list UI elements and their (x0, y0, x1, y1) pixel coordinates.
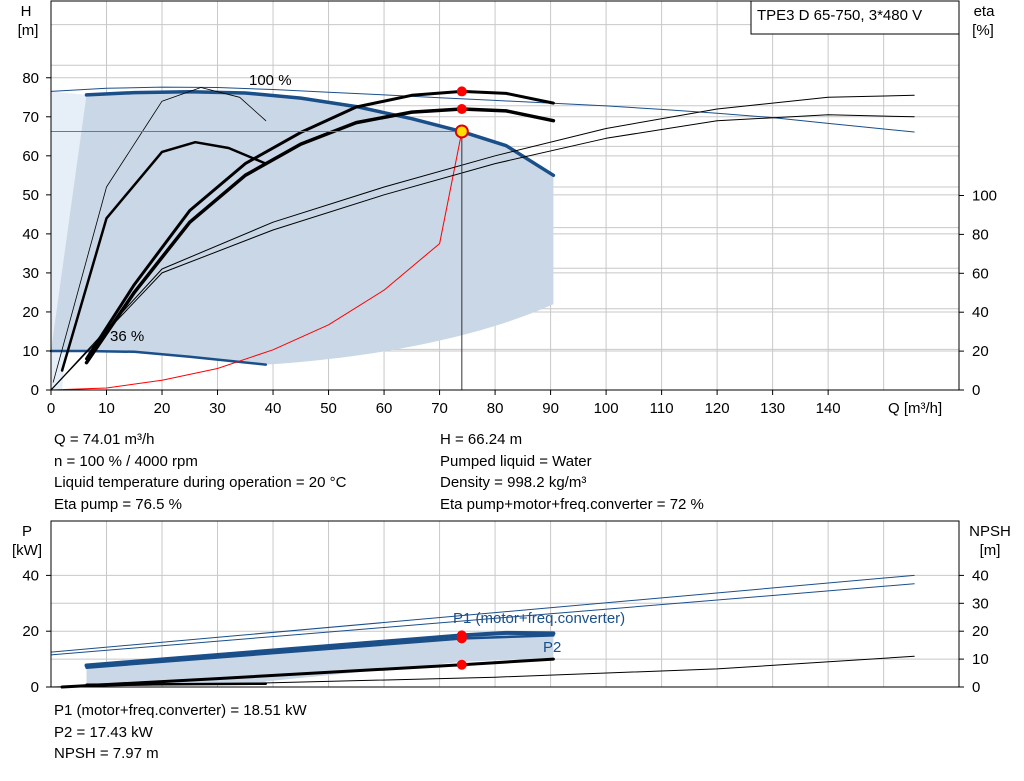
npsh-tick-label: 0 (972, 679, 980, 695)
info-p1: P1 (motor+freq.converter) = 18.51 kW (54, 702, 307, 719)
system-curve (50, 131, 463, 391)
info-speed: n = 100 % / 4000 rpm (54, 452, 198, 470)
x-tick-label: 10 (98, 400, 115, 417)
p-tick-label: 20 (22, 623, 39, 640)
p1-curve-label: P1 (motor+freq.converter) (453, 610, 625, 627)
operating-info-left: Q = 74.01 m³/h n = 100 % / 4000 rpm Liqu… (54, 429, 346, 515)
eta-pump-marker (456, 86, 467, 97)
x-tick-label: 60 (376, 400, 393, 417)
npsh-tick-label: 30 (972, 595, 989, 612)
h-curve-36-percent (49, 349, 268, 366)
operating-info-right: H = 66.24 m Pumped liquid = Water Densit… (440, 429, 704, 515)
npsh-tick-label: 10 (972, 651, 989, 668)
p-tick-label: 0 (31, 679, 39, 695)
x-tick-label: 110 (650, 400, 674, 417)
y-right-tick-label: 80 (972, 226, 989, 243)
npsh-marker (456, 659, 467, 670)
p-envelope-lower (50, 583, 915, 656)
x-tick-label: 70 (431, 400, 448, 417)
p-envelope-upper (50, 574, 915, 653)
x-tick-label: 90 (542, 400, 559, 417)
y-right-tick-label: 0 (972, 382, 980, 399)
annotation-36-percent: 36 % (110, 328, 144, 345)
y-right-tick-label: 100 (972, 188, 997, 205)
title-box: TPE3 D 65-750, 3*480 V (750, 0, 960, 35)
y-left-tick-label: 50 (22, 187, 39, 204)
eta-envelope-upper (50, 94, 915, 391)
eta-total-marker (456, 103, 467, 114)
x-tick-label: 50 (320, 400, 337, 417)
x-tick-label: 140 (816, 400, 841, 417)
x-tick-label: 80 (487, 400, 504, 417)
p2-curve-label: P2 (543, 639, 561, 656)
eta-curve-low-speed-thin (52, 87, 267, 383)
y-left-tick-label: 30 (22, 265, 39, 282)
y-left-tick-label: 80 (22, 70, 39, 87)
top-chart: 0 10 20 30 40 50 60 70 80 90 100 110 120 130 140 0 10 20 3… (18, 0, 997, 417)
info-density: Density = 998.2 kg/m³ (440, 474, 587, 491)
p2-marker (456, 633, 467, 644)
y-right-tick-label: 20 (972, 343, 989, 360)
info-pumped-liquid: Pumped liquid = Water (440, 452, 592, 470)
bottom-plot-frame (50, 520, 960, 688)
info-eta-pump: Eta pump = 76.5 % (54, 495, 182, 513)
eta-total-curve (84, 107, 556, 365)
y-left-tick-label: 70 (22, 109, 39, 126)
y-left-tick-label: 10 (22, 343, 39, 360)
x-tick-label: 100 (594, 400, 619, 417)
y-left-tick-label: 60 (22, 148, 39, 165)
npsh-tick-label: 20 (972, 623, 989, 640)
x-tick-label: 120 (705, 400, 730, 417)
y-right-tick-label: 60 (972, 265, 989, 282)
eta-pump-curve (85, 89, 555, 361)
annotation-100-percent: 100 % (249, 72, 292, 89)
x-axis-label: Q [m³/h] (888, 400, 942, 417)
x-tick-label: 130 (760, 400, 785, 417)
bottom-chart: 0 20 40 0 10 20 30 40 P [kW] NPSH [m] P1 (motor… (12, 520, 1011, 695)
p-axis-label: P (22, 523, 32, 540)
power-info: P1 (motor+freq.converter) = 18.51 kW P2 … (54, 700, 307, 765)
info-eta-total: Eta pump+motor+freq.converter = 72 % (440, 495, 704, 513)
x-tick-label: 20 (154, 400, 171, 417)
p-axis-unit: [kW] (12, 542, 42, 559)
npsh-axis-label: NPSH (969, 523, 1011, 540)
y-right-tick-label: 40 (972, 304, 989, 321)
info-liquid-temp: Liquid temperature during operation = 20… (54, 474, 347, 491)
chart-title: TPE3 D 65-750, 3*480 V (757, 7, 922, 24)
power-band (86, 632, 554, 685)
h-curve-max-envelope (50, 86, 915, 133)
info-flow: Q = 74.01 m³/h (54, 431, 155, 448)
y-right-label-unit: [%] (972, 22, 994, 39)
y-left-tick-label: 20 (22, 304, 39, 321)
eta-curve-low-speed (60, 140, 268, 372)
info-p2: P2 = 17.43 kW (54, 723, 153, 741)
x-tick-label: 0 (47, 400, 55, 417)
npsh-axis-unit: [m] (980, 542, 1001, 559)
y-left-tick-label: 40 (22, 226, 39, 243)
x-tick-label: 30 (209, 400, 226, 417)
y-left-label-h: H (21, 3, 32, 20)
p1-curve (84, 630, 556, 668)
x-tick-label: 40 (265, 400, 282, 417)
y-left-label-unit: [m] (18, 22, 39, 39)
npsh-curve (60, 657, 555, 689)
npsh-tick-label: 40 (972, 567, 989, 584)
eta-envelope-lower (50, 114, 915, 391)
npsh-envelope (50, 655, 915, 688)
info-head: H = 66.24 m (440, 431, 523, 448)
y-left-tick-label: 0 (31, 382, 39, 399)
info-npsh: NPSH = 7.97 m (54, 745, 159, 762)
operating-point-marker (454, 124, 469, 139)
operating-band (51, 91, 554, 365)
y-right-label-eta: eta (974, 3, 996, 20)
p-tick-label: 40 (22, 567, 39, 584)
h-curve-100-percent (84, 90, 556, 178)
